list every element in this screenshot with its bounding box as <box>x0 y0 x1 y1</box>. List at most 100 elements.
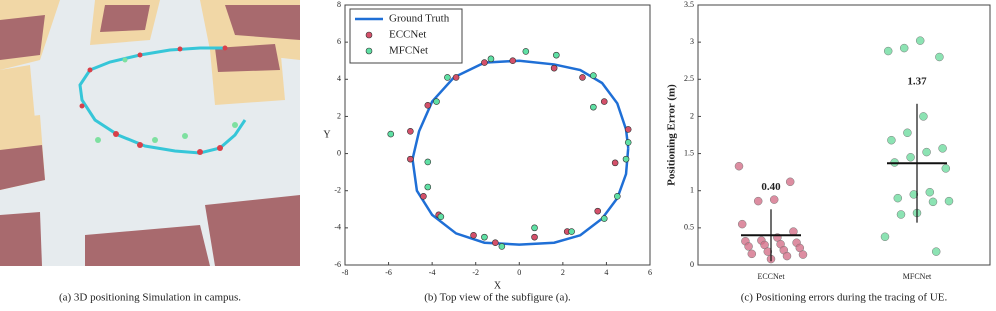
point <box>880 232 890 242</box>
point <box>763 247 773 256</box>
legend-label: Ground Truth <box>389 13 450 25</box>
y-tick-label: 2.5 <box>684 74 694 83</box>
plot-area <box>697 4 991 266</box>
point <box>522 48 530 55</box>
x-tick-label: 4 <box>604 268 608 277</box>
x-tick-label: MFCNet <box>903 272 932 281</box>
point <box>919 112 928 121</box>
point <box>531 224 538 232</box>
x-tick-label: 0 <box>517 268 521 277</box>
y-tick-label: -6 <box>334 260 341 269</box>
point <box>922 147 931 157</box>
point <box>737 219 747 229</box>
roof <box>0 145 45 190</box>
plot-area <box>344 4 651 266</box>
building <box>0 65 35 125</box>
estimates <box>79 45 228 155</box>
point <box>481 59 488 66</box>
point <box>941 164 951 173</box>
y-tick-label: -2 <box>334 186 341 195</box>
y-tick-label: 4 <box>337 74 341 83</box>
point <box>769 195 779 204</box>
point <box>785 177 795 187</box>
y-tick-label: 1 <box>690 186 694 195</box>
legend: Ground Truth ECCNet MFCNet <box>349 8 463 64</box>
y-tick-label: 3.5 <box>684 0 694 9</box>
point <box>590 103 597 111</box>
point <box>915 36 925 45</box>
caption: (b) Top view of the subfigure (a). <box>424 292 571 304</box>
point <box>798 250 808 259</box>
point <box>753 196 763 206</box>
point <box>893 193 903 203</box>
point <box>498 243 506 250</box>
point <box>387 130 395 138</box>
x-tick-label: 6 <box>648 268 652 277</box>
point <box>568 228 575 235</box>
legend-swatch <box>365 31 373 39</box>
point <box>531 233 538 241</box>
point <box>747 249 757 259</box>
y-tick-label: 6 <box>337 37 341 46</box>
ground-truth-line <box>411 59 630 246</box>
x-axis-label: X <box>494 280 502 291</box>
point <box>925 187 935 197</box>
point <box>437 213 445 221</box>
y-tick-label: 0.5 <box>684 223 694 232</box>
y-axis-label: Positioning Error (m) <box>666 84 678 186</box>
roof <box>0 15 45 60</box>
point <box>611 159 619 167</box>
point <box>744 242 753 251</box>
x-tick-label: -4 <box>429 268 436 277</box>
y-tick-label: 2 <box>690 111 694 120</box>
point <box>600 98 608 105</box>
y-tick-label: 0 <box>337 148 341 157</box>
estimates-alt <box>95 57 238 143</box>
x-tick-label: -2 <box>472 268 479 277</box>
point <box>887 135 896 145</box>
point <box>407 155 414 163</box>
legend-swatch <box>365 47 373 55</box>
point <box>424 183 432 191</box>
point <box>509 57 517 65</box>
y-tick-label: 8 <box>337 0 341 9</box>
point <box>553 51 560 59</box>
value-label: 0.40 <box>761 181 781 193</box>
point <box>944 196 954 206</box>
y-axis-label: Y <box>323 129 330 140</box>
point <box>424 158 432 166</box>
point <box>614 192 621 200</box>
point <box>935 52 944 62</box>
scene-3d <box>0 0 300 266</box>
caption: (c) Positioning errors during the tracin… <box>741 292 948 304</box>
caption: (a) 3D positioning Simulation in campus. <box>59 292 241 304</box>
point <box>909 190 919 199</box>
point <box>452 74 460 81</box>
y-tick-label: 3 <box>690 37 694 46</box>
x-tick-label: -6 <box>385 268 392 277</box>
point <box>487 55 495 63</box>
x-tick-label: ECCNet <box>757 272 785 281</box>
point <box>433 98 440 105</box>
point <box>928 197 938 207</box>
point <box>938 144 947 153</box>
point <box>624 126 632 133</box>
point <box>424 101 432 109</box>
point <box>624 139 632 146</box>
point <box>444 74 451 81</box>
roof <box>225 5 300 40</box>
x-tick-label: 2 <box>561 268 565 277</box>
point <box>782 251 792 261</box>
trajectory <box>78 46 247 155</box>
roof <box>85 225 210 266</box>
point <box>903 128 912 138</box>
point <box>622 155 630 163</box>
point <box>906 153 915 162</box>
point <box>896 210 906 219</box>
point <box>734 161 744 171</box>
legend-label: MFCNet <box>389 45 428 57</box>
roof <box>100 5 150 32</box>
point <box>481 233 488 241</box>
point <box>600 215 608 222</box>
